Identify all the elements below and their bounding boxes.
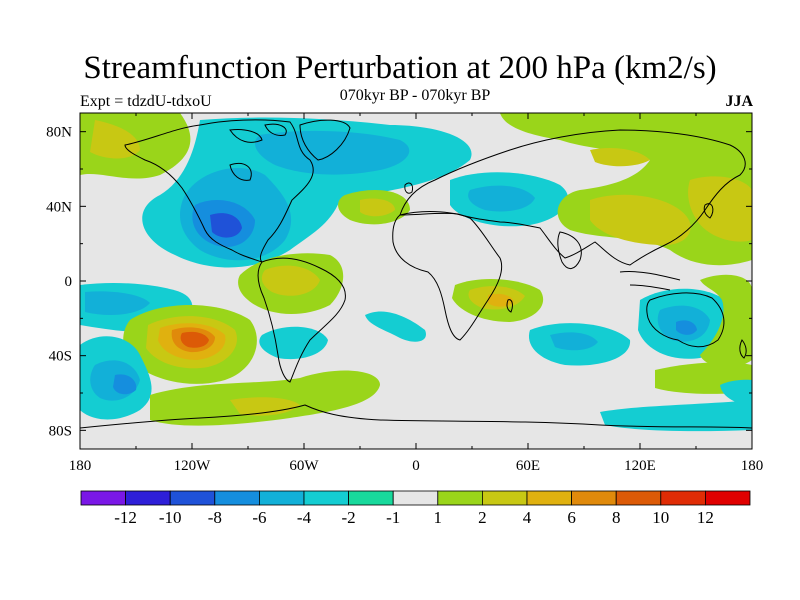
anomaly-eurasia-high-core (590, 194, 691, 245)
colorbar-label: -2 (342, 508, 356, 527)
colorbar-swatch (392, 490, 439, 506)
colorbar-label: 2 (478, 508, 487, 527)
colorbar-label: 8 (612, 508, 621, 527)
plot-subtitle: 070kyr BP - 070kyr BP (339, 87, 491, 104)
anomaly-southern-ocean-low (600, 400, 752, 432)
coast-india (557, 231, 582, 269)
lon-axis: 180 120W 60W 0 60E 120E 180 (69, 113, 764, 474)
coast-antarctica (80, 404, 752, 429)
colorbar-swatch (258, 490, 305, 506)
coast-indonesia (619, 271, 681, 291)
anomaly-south-indian-band (365, 311, 426, 342)
coast-africa (392, 211, 503, 341)
colorbar-swatch (615, 490, 662, 506)
anomaly-south-indian-core (550, 332, 598, 351)
coast-hudson-bay (229, 163, 252, 181)
anomaly-nw-pacific-core (688, 176, 752, 242)
coast-north-america (124, 119, 314, 263)
colorbar-swatch (303, 490, 349, 506)
anomaly-australia-high (700, 274, 752, 368)
colorbar-swatch (169, 490, 216, 506)
coast-greenland (299, 119, 351, 161)
lat-tick-label: 40N (46, 199, 72, 215)
colorbar-swatch (571, 490, 617, 506)
coast-new-zealand (739, 339, 747, 359)
coast-japan (703, 203, 714, 219)
coast-eurasia (399, 129, 746, 266)
anomaly-north-america-center (210, 213, 242, 238)
colorbar-swatch (348, 490, 394, 506)
anomaly-central-asia-core (468, 185, 535, 212)
colorbar-label: 4 (523, 508, 532, 527)
anomaly-arctic-eurasia-core (590, 148, 650, 167)
anomaly-south-america-core (261, 265, 320, 296)
coast-australia (646, 292, 725, 348)
colorbar-label: -4 (297, 508, 312, 527)
colorbar: -12 -10 -8 -6 -4 -2 -1 1 2 4 6 8 10 12 (80, 490, 751, 527)
anomaly-south-atlantic-low (259, 326, 328, 360)
anomaly-australia-center (676, 320, 697, 335)
colorbar-label: 12 (697, 508, 714, 527)
lat-tick-label: 80N (46, 125, 72, 141)
lon-tick-label: 60W (289, 458, 319, 474)
anomaly-atlantic-high-core (360, 198, 395, 217)
anomaly-south-pacific-center (113, 374, 137, 395)
colorbar-label: -6 (252, 508, 266, 527)
lat-axis: 80N 40N 0 40S 80S (46, 125, 752, 439)
lon-tick-label: 120E (624, 458, 656, 474)
colorbar-swatch (660, 490, 706, 506)
anomaly-antarctic-ring-core (230, 397, 300, 416)
coastlines (80, 119, 752, 429)
experiment-label: Expt = tdzdU-tdxoU (80, 93, 212, 110)
lon-tick-label: 60E (516, 458, 540, 474)
colorbar-swatch (80, 490, 126, 506)
lat-tick-label: 40S (49, 349, 72, 365)
coast-madagascar (506, 299, 513, 313)
lat-tick-label: 80S (49, 423, 72, 439)
colorbar-swatch (705, 490, 751, 506)
colorbar-label: -10 (159, 508, 182, 527)
colorbar-swatch (526, 490, 572, 506)
lon-tick-label: 0 (412, 458, 420, 474)
colorbar-swatch (214, 490, 260, 506)
lat-tick-label: 0 (65, 274, 73, 290)
anomaly-southern-ocean-east (720, 379, 752, 405)
anomaly-tropical-pacific-core (85, 291, 150, 315)
colorbar-label: -8 (208, 508, 222, 527)
coast-south-america (257, 257, 346, 383)
colorbar-label: -1 (386, 508, 400, 527)
colorbar-label: 1 (434, 508, 443, 527)
colorbar-swatch (125, 490, 171, 506)
lon-tick-label: 180 (741, 458, 764, 474)
plot-title: Streamfunction Perturbation at 200 hPa (… (83, 50, 717, 86)
colorbar-label: -12 (114, 508, 137, 527)
anomaly-southeast-pacific-l10 (180, 331, 209, 348)
colorbar-swatch (481, 490, 528, 506)
lon-tick-label: 180 (69, 458, 92, 474)
lon-tick-label: 120W (174, 458, 212, 474)
anomaly-arctic-core (255, 130, 410, 175)
colorbar-label: 10 (652, 508, 669, 527)
anomaly-layer (80, 113, 752, 432)
colorbar-label: 6 (567, 508, 576, 527)
coast-uk (404, 182, 413, 194)
season-label: JJA (725, 93, 753, 110)
coast-arctic-islands (229, 123, 287, 143)
colorbar-swatch (437, 490, 483, 506)
